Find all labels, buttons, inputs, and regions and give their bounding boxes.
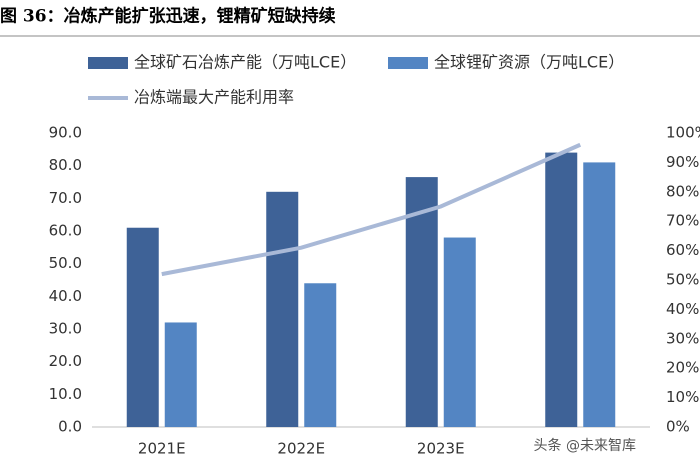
y-tick-label: 0.0 (58, 418, 82, 436)
bar (545, 152, 578, 427)
x-tick-label: 2023E (417, 440, 465, 458)
x-tick-label: 2021E (138, 440, 186, 458)
legend-swatch (88, 57, 128, 69)
y2-tick-label: 10% (666, 388, 699, 406)
y-tick-label: 60.0 (49, 222, 82, 240)
y-tick-label: 40.0 (49, 287, 82, 305)
watermark: 头条 @未来智库 (534, 437, 636, 454)
y-tick-label: 70.0 (49, 189, 82, 207)
bar (304, 283, 337, 427)
y2-tick-label: 100% (666, 124, 700, 142)
line-series (161, 142, 582, 277)
y2-tick-label: 90% (666, 153, 699, 171)
y-tick-label: 20.0 (49, 352, 82, 370)
y2-tick-label: 20% (666, 359, 699, 377)
bar (443, 237, 476, 427)
y-tick-label: 30.0 (49, 320, 82, 338)
legend-swatch (388, 57, 428, 69)
y-tick-label: 80.0 (49, 156, 82, 174)
y2-tick-label: 0% (666, 418, 690, 436)
x-tick-label: 2022E (277, 440, 325, 458)
chart-title: 图 36：冶炼产能扩张迅速，锂精矿短缺持续 (0, 6, 336, 27)
y2-tick-label: 30% (666, 329, 699, 347)
y-tick-label: 50.0 (49, 254, 82, 272)
y-tick-label: 90.0 (49, 124, 82, 142)
y2-tick-label: 50% (666, 271, 699, 289)
legend-label: 冶炼端最大产能利用率 (134, 88, 294, 107)
bar (405, 177, 438, 427)
y2-tick-label: 80% (666, 182, 699, 200)
y2-tick-label: 70% (666, 212, 699, 230)
bar (266, 191, 299, 427)
y2-tick-label: 60% (666, 241, 699, 259)
y-tick-label: 10.0 (49, 385, 82, 403)
bar (583, 162, 616, 427)
bar (126, 227, 159, 427)
y2-tick-label: 40% (666, 300, 699, 318)
legend-label: 全球锂矿资源（万吨LCE） (434, 53, 624, 72)
legend-label: 全球矿石冶炼产能（万吨LCE） (134, 53, 356, 72)
bar (164, 322, 197, 427)
